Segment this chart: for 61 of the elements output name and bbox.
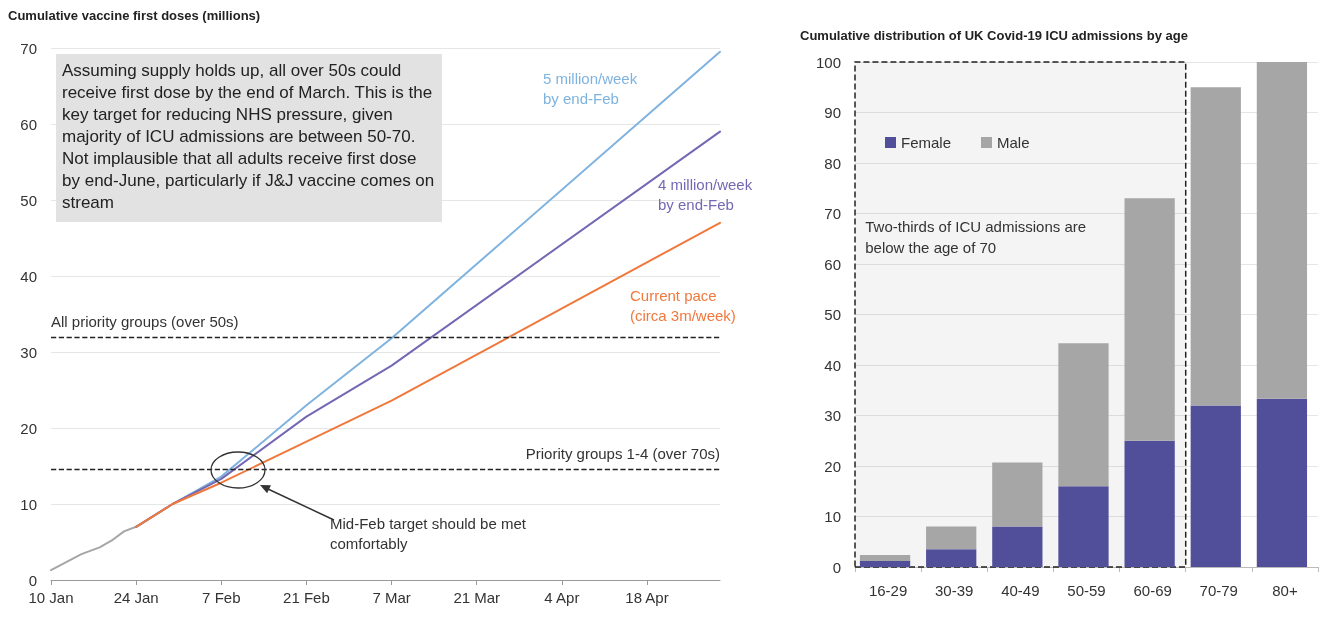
bar bbox=[1058, 343, 1109, 487]
bar bbox=[1190, 405, 1241, 567]
bar bbox=[1058, 486, 1109, 567]
legend-label: Male bbox=[997, 134, 1030, 151]
x-tick-label: 7 Feb bbox=[202, 589, 241, 606]
y-tick-label: 90 bbox=[824, 104, 841, 121]
x-tick-label: 21 Feb bbox=[283, 589, 330, 606]
y-tick-label: 100 bbox=[815, 53, 841, 71]
bar bbox=[992, 526, 1043, 567]
band-label: Two-thirds of ICU admissions are below the age of 70 bbox=[865, 218, 1091, 257]
y-tick-label: 80 bbox=[824, 154, 841, 172]
x-tick-label: 7 Mar bbox=[372, 589, 411, 606]
x-tick-label: 21 Mar bbox=[453, 589, 501, 606]
x-tick-label: 70-79 bbox=[1199, 582, 1238, 599]
x-tick-label: 50-59 bbox=[1067, 582, 1106, 599]
series-label: 4 million/week by end-Feb bbox=[658, 176, 757, 214]
y-tick-label: 30 bbox=[824, 407, 841, 424]
chart-title: Cumulative distribution of UK Covid-19 ICU admissions by age bbox=[800, 28, 1188, 43]
bar bbox=[926, 549, 977, 567]
bar bbox=[1256, 62, 1308, 399]
bar bbox=[859, 560, 911, 567]
y-tick-label: 20 bbox=[824, 457, 841, 475]
y-tick-label: 10 bbox=[20, 495, 37, 513]
bar bbox=[1190, 87, 1241, 406]
line-series bbox=[50, 525, 138, 572]
bar bbox=[1124, 440, 1175, 567]
bar bbox=[992, 462, 1043, 527]
x-tick-label: 10 Jan bbox=[28, 589, 74, 606]
x-tick-label: 30-39 bbox=[935, 582, 974, 599]
y-tick-label: 50 bbox=[20, 191, 37, 209]
y-tick-label: 70 bbox=[20, 39, 37, 57]
annotation: Mid-Feb target should be met comfortably bbox=[330, 514, 527, 554]
y-tick-label: 40 bbox=[20, 267, 37, 285]
x-tick-label: 80+ bbox=[1272, 582, 1298, 599]
chart-title: Cumulative vaccine first doses (millions) bbox=[8, 8, 261, 23]
y-tick-label: 10 bbox=[824, 508, 841, 525]
y-tick-label: 20 bbox=[20, 419, 37, 437]
y-tick-label: 40 bbox=[824, 356, 841, 374]
bar bbox=[926, 526, 977, 550]
ref-line-label: All priority groups (over 50s) bbox=[51, 312, 239, 330]
y-tick-label: 30 bbox=[20, 343, 37, 361]
ref-line-label: Priority groups 1-4 (over 70s) bbox=[525, 445, 720, 463]
x-tick-label: 18 Apr bbox=[625, 589, 669, 606]
x-tick-label: 16-29 bbox=[868, 582, 908, 599]
bar bbox=[859, 554, 911, 561]
y-tick-label: 70 bbox=[824, 205, 841, 222]
series-label: Current pace (circa 3m/week) bbox=[630, 287, 736, 325]
x-tick-label: 4 Apr bbox=[544, 589, 580, 606]
y-tick-label: 0 bbox=[832, 558, 841, 576]
bar bbox=[1256, 398, 1308, 567]
x-tick-label: 60-69 bbox=[1133, 582, 1172, 599]
series-label: 5 million/week by end-Feb bbox=[543, 70, 642, 108]
y-tick-label: 60 bbox=[824, 255, 841, 273]
y-tick-label: 50 bbox=[824, 306, 841, 323]
y-tick-label: 60 bbox=[20, 115, 37, 133]
legend-label: Female bbox=[901, 134, 952, 151]
annotation: Assuming supply holds up, all over 50s could receive first dose by the end of March. This is the key target for reducing NHS pressure, given majority of ICU admissions are between 50-70. Not implausible that all adults receive first dose by end-June, particularly if J&J vaccine comes on stream bbox=[56, 54, 442, 222]
x-tick-label: 40-49 bbox=[1001, 582, 1040, 599]
bar bbox=[1124, 198, 1175, 441]
y-tick-label: 0 bbox=[28, 571, 37, 589]
x-tick-label: 24 Jan bbox=[113, 589, 159, 606]
